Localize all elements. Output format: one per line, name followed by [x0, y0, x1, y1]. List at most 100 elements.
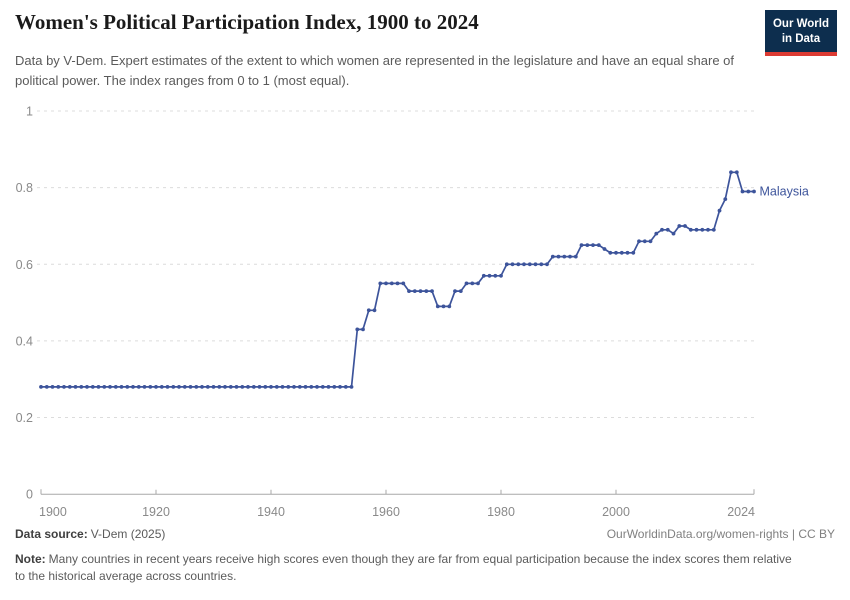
data-point [372, 308, 377, 313]
data-point [269, 385, 273, 389]
data-point [522, 262, 526, 267]
data-point [125, 385, 130, 389]
data-point [688, 227, 693, 232]
page-title: Women's Political Participation Index, 1… [15, 10, 479, 34]
data-point [648, 239, 653, 244]
data-point [740, 189, 745, 194]
data-point [481, 273, 486, 278]
footnote: Note: Many countries in recent years rece… [15, 551, 797, 586]
data-point [188, 385, 193, 389]
data-point [711, 227, 716, 232]
y-tick-label: 0.2 [16, 411, 33, 425]
data-point [539, 262, 544, 267]
data-point [447, 304, 452, 309]
data-point [596, 243, 601, 248]
data-point [200, 385, 204, 389]
footnote-label: Note: [15, 552, 46, 566]
data-source-value: V-Dem (2025) [90, 527, 166, 541]
x-tick-label: 2000 [602, 505, 630, 519]
data-point [734, 170, 739, 175]
data-point [493, 273, 498, 278]
data-point [694, 227, 699, 232]
data-point [418, 289, 423, 293]
data-point [545, 262, 549, 267]
data-point [194, 385, 199, 389]
data-point [280, 385, 285, 389]
data-point [205, 385, 210, 389]
data-point [62, 385, 66, 389]
data-point [286, 385, 291, 389]
series-label-malaysia: Malaysia [760, 184, 809, 198]
data-point [435, 304, 440, 309]
data-point [516, 262, 521, 267]
data-point [568, 254, 572, 259]
data-point [407, 289, 411, 293]
data-point [102, 385, 107, 389]
data-point [56, 385, 61, 389]
series-line-malaysia [40, 171, 755, 388]
data-point [154, 385, 158, 389]
data-point [424, 289, 429, 293]
data-point [343, 385, 348, 389]
data-point [177, 385, 181, 389]
data-point [228, 385, 233, 389]
data-point [706, 227, 710, 232]
data-point [729, 170, 733, 175]
data-point [223, 385, 227, 389]
data-point [602, 247, 607, 251]
data-point [487, 273, 492, 278]
data-point [677, 224, 682, 228]
data-point [458, 289, 463, 293]
data-point [527, 262, 532, 267]
chart-subtitle: Data by V-Dem. Expert estimates of the e… [15, 53, 735, 88]
data-point [67, 385, 72, 389]
data-point [361, 327, 365, 332]
data-point [412, 289, 417, 293]
data-point [263, 385, 268, 389]
data-point [619, 250, 624, 255]
data-point [142, 385, 147, 389]
data-point [654, 231, 659, 236]
data-point [464, 281, 469, 286]
data-point [159, 385, 164, 389]
data-point [79, 385, 84, 389]
data-point [573, 254, 578, 259]
data-point [113, 385, 118, 389]
data-point [504, 262, 509, 267]
data-point [637, 239, 641, 244]
attribution-link[interactable]: OurWorldinData.org/women-rights | CC BY [606, 527, 835, 541]
data-point [349, 385, 354, 389]
data-point [556, 254, 561, 259]
data-point [430, 289, 434, 293]
data-point [292, 385, 296, 389]
data-point [614, 250, 618, 255]
data-point [309, 385, 314, 389]
data-point [136, 385, 141, 389]
x-tick-label: 1980 [487, 505, 515, 519]
data-point [148, 385, 153, 389]
data-point [642, 239, 647, 244]
data-point [395, 281, 400, 286]
x-tick-label: 1940 [257, 505, 285, 519]
data-point [119, 385, 124, 389]
data-point [723, 197, 728, 202]
x-tick-label: 1900 [39, 505, 67, 519]
data-point [44, 385, 49, 389]
data-point [246, 385, 250, 389]
data-point [752, 189, 756, 194]
data-point [476, 281, 480, 286]
data-point [297, 385, 302, 389]
data-point [389, 281, 394, 286]
data-point [257, 385, 262, 389]
data-point [717, 208, 722, 213]
data-point [608, 250, 613, 255]
data-point [625, 250, 630, 255]
data-point [533, 262, 538, 267]
y-tick-label: 0.4 [16, 334, 33, 348]
data-point [384, 281, 388, 286]
data-source: Data source: V-Dem (2025) [15, 527, 165, 541]
x-tick-label: 2024 [727, 505, 755, 519]
y-tick-label: 0 [26, 488, 33, 502]
